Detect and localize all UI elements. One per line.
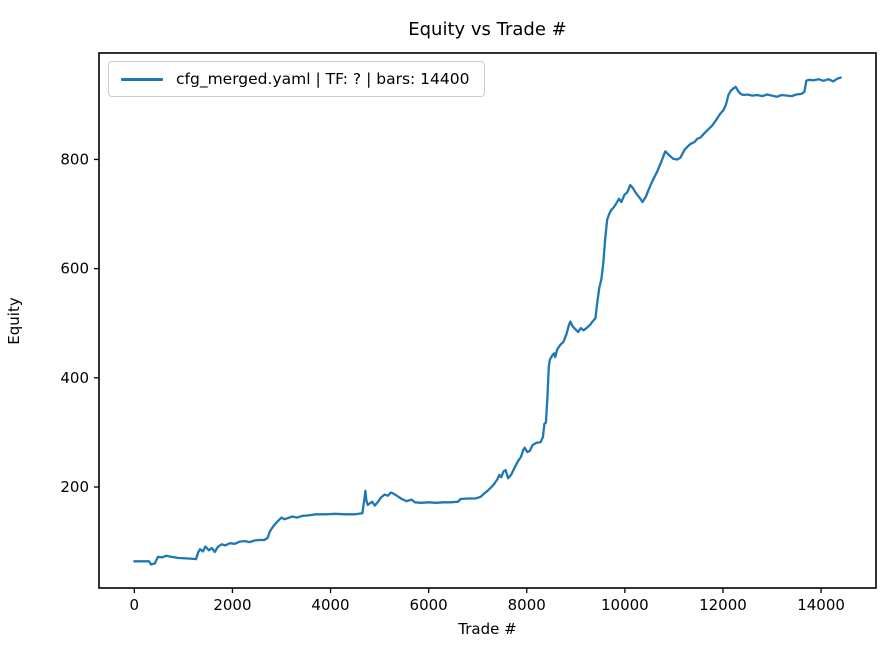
y-tick-label: 400	[60, 369, 89, 387]
x-ticks: 0 2000 4000 6000 8000 10000 12000 14000	[130, 588, 845, 614]
x-tick-label: 6000	[410, 596, 448, 614]
x-axis-label: Trade #	[458, 620, 517, 638]
plot-area: 0 2000 4000 6000 8000 10000 12000 14000 200 400 60…	[60, 52, 877, 614]
legend-line-sample-icon	[121, 77, 163, 81]
y-tick-label: 200	[60, 478, 89, 496]
chart-title: Equity vs Trade #	[408, 19, 567, 40]
equity-line-series	[133, 76, 842, 566]
y-tick-label: 600	[60, 260, 89, 278]
x-tick-label: 4000	[311, 596, 349, 614]
legend: cfg_merged.yaml | TF: ? | bars: 14400	[108, 61, 486, 97]
y-ticks: 200 400 600 800	[60, 150, 99, 496]
plot-frame	[98, 52, 877, 589]
x-tick-label: 10000	[601, 596, 649, 614]
x-tick-label: 12000	[699, 596, 747, 614]
x-tick-label: 2000	[213, 596, 251, 614]
y-tick-label: 800	[60, 150, 89, 168]
x-tick-label: 0	[130, 596, 140, 614]
y-axis-label: Equity	[5, 297, 23, 345]
legend-label: cfg_merged.yaml | TF: ? | bars: 14400	[176, 70, 470, 88]
x-tick-label: 8000	[508, 596, 546, 614]
x-tick-label: 14000	[797, 596, 845, 614]
